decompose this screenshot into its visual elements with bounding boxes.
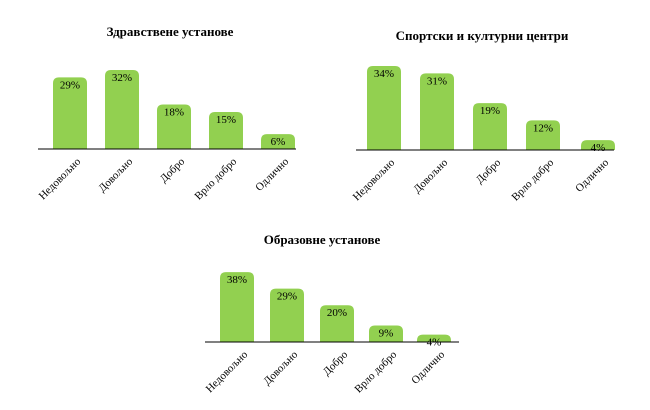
chart-title: Спортски и културни центри	[396, 28, 569, 43]
bar	[270, 288, 304, 342]
x-tick-label: Одлично	[409, 348, 447, 386]
bar	[367, 66, 401, 150]
x-tick-label: Недовољно	[37, 155, 84, 202]
x-tick-label: Довољно	[411, 156, 450, 195]
bar	[369, 325, 403, 342]
chart-title: Образовне установе	[264, 232, 381, 247]
chart-education-institutions: Образовне установе 38% 29% 20% 9% 4% Недовољн…	[204, 232, 459, 395]
bar	[157, 104, 191, 149]
x-tick-label: Недовољно	[351, 156, 398, 203]
x-tick-label: Одлично	[573, 156, 611, 194]
data-label: 9%	[379, 327, 394, 339]
bar	[320, 305, 354, 342]
bar	[105, 69, 139, 149]
x-tick-label: Врло добро	[192, 155, 239, 202]
chart-title: Здравствене установе	[107, 24, 234, 39]
data-label: 15%	[216, 114, 236, 126]
data-label: 34%	[374, 68, 394, 80]
bar	[473, 103, 507, 150]
bar	[220, 272, 254, 342]
data-label: 20%	[327, 307, 347, 319]
chart-health-institutions: Здравствене установе 29% 32% 18% 15% 6% Недов…	[37, 24, 296, 202]
x-tick-label: Недовољно	[204, 348, 251, 395]
x-tick-label: Довољно	[96, 155, 135, 194]
data-label: 19%	[480, 105, 500, 117]
data-label: 32%	[112, 72, 132, 84]
bar	[417, 334, 451, 342]
x-tick-label: Довољно	[261, 348, 300, 387]
data-label: 38%	[227, 274, 247, 286]
x-tick-label: Добро	[474, 156, 504, 186]
data-label: 4%	[427, 337, 442, 349]
data-label: 18%	[164, 107, 184, 119]
data-label: 31%	[427, 75, 447, 87]
data-label: 6%	[271, 136, 286, 148]
data-label: 12%	[533, 122, 553, 134]
bar	[526, 120, 560, 150]
bar	[209, 111, 243, 149]
bar	[420, 73, 454, 150]
bar	[53, 77, 87, 149]
data-label: 4%	[591, 142, 606, 154]
x-tick-label: Одлично	[253, 155, 291, 193]
x-tick-label: Врло добро	[352, 348, 399, 395]
x-tick-label: Врло добро	[509, 156, 556, 203]
bar	[581, 140, 615, 150]
data-label: 29%	[60, 79, 80, 91]
bar	[261, 134, 295, 149]
chart-sports-culture-centers: Спортски и културни центри 34% 31% 19% 12% 4…	[351, 28, 615, 203]
data-label: 29%	[277, 291, 297, 303]
x-tick-label: Добро	[321, 348, 351, 378]
x-tick-label: Добро	[158, 155, 188, 185]
